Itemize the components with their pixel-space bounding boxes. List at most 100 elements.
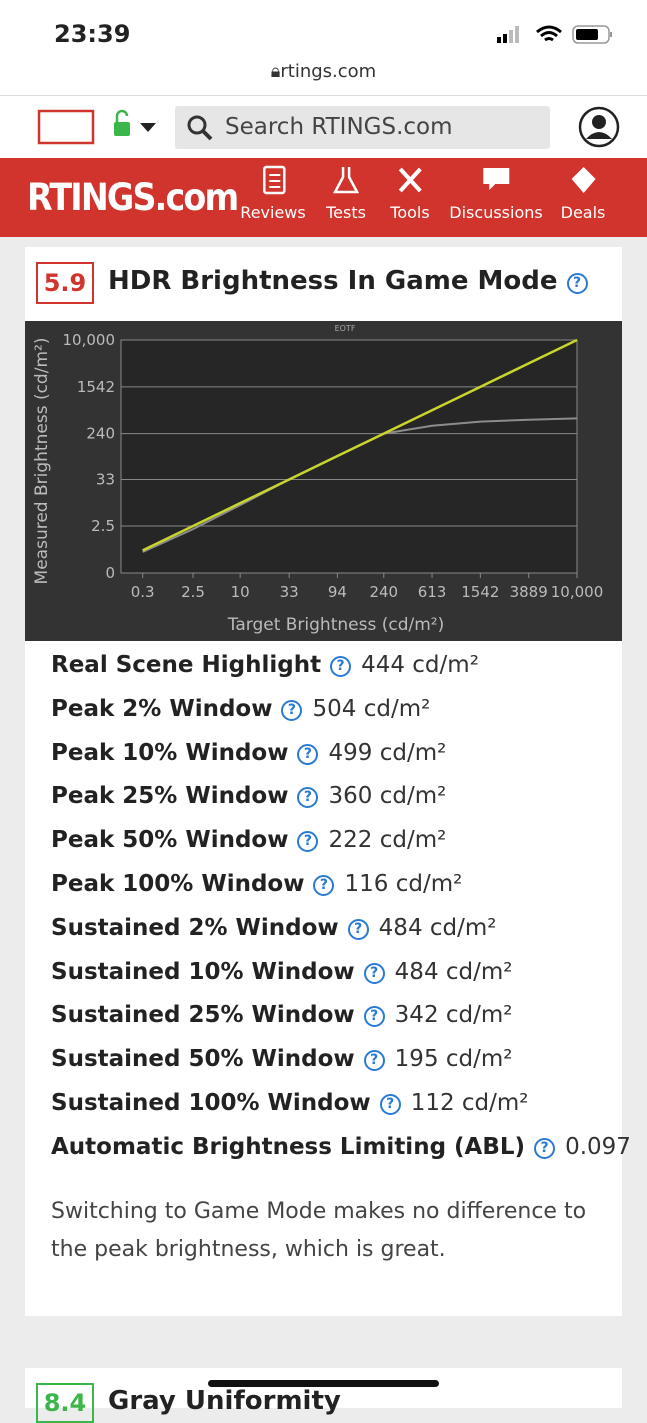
nav-icon (482, 168, 509, 190)
measurement-name: Sustained 10% Window (51, 958, 355, 985)
measurement-value: 484 cd/m² (378, 914, 497, 941)
measurement-row: Real Scene Highlight? 444 cd/m² (51, 652, 479, 678)
measurement-row: Sustained 2% Window? 484 cd/m² (51, 915, 497, 941)
measurement-row: Automatic Brightness Limiting (ABL)? 0.09… (51, 1134, 631, 1160)
x-tick-label: 10 (231, 583, 250, 601)
measurement-name: Peak 25% Window (51, 783, 289, 810)
x-tick-label: 10,000 (551, 583, 604, 601)
measurement-row: Peak 25% Window? 360 cd/m² (51, 783, 446, 809)
x-tick-label: 240 (369, 583, 398, 601)
help-icon[interactable]: ? (534, 1137, 556, 1159)
x-axis-label: Target Brightness (cd/m²) (227, 615, 444, 635)
y-tick-label: 33 (96, 470, 115, 488)
help-icon[interactable]: ? (297, 787, 319, 809)
header: Search RTINGS.com (0, 95, 647, 158)
nav-icon (262, 165, 286, 195)
measurement-row: Peak 100% Window? 116 cd/m² (51, 871, 462, 897)
y-tick-label: 1542 (77, 378, 115, 396)
measurement-name: Automatic Brightness Limiting (ABL) (51, 1133, 526, 1160)
measurement-name: Sustained 50% Window (51, 1046, 355, 1073)
status-icons (497, 25, 612, 44)
measurement-row: Sustained 100% Window? 112 cd/m² (51, 1090, 529, 1116)
measurement-value: 504 cd/m² (312, 695, 431, 722)
y-axis-label: Measured Brightness (cd/m²) (32, 338, 52, 585)
nav-label: Deals (560, 203, 606, 222)
help-icon[interactable]: ? (347, 918, 369, 940)
y-tick-label: 2.5 (91, 517, 115, 535)
score-badge: 5.9 (36, 262, 94, 304)
nav-item[interactable]: Tests (326, 165, 366, 222)
search-placeholder: Search RTINGS.com (225, 114, 453, 140)
x-tick-label: 3889 (510, 583, 548, 601)
y-tick-label: 10,000 (63, 331, 116, 349)
section-title: HDR Brightness In Game Mode (108, 266, 558, 296)
help-icon[interactable]: ? (363, 1006, 385, 1028)
logo[interactable]: RTINGS.com (27, 176, 239, 219)
help-icon[interactable]: ? (363, 1050, 385, 1072)
account-icon[interactable] (577, 105, 621, 149)
measurement-row: Sustained 50% Window? 195 cd/m² (51, 1046, 513, 1072)
help-icon[interactable]: ? (330, 656, 352, 677)
measurement-value: 112 cd/m² (410, 1090, 529, 1116)
measurement-row: Peak 10% Window? 499 cd/m² (51, 740, 446, 766)
nav-item[interactable]: Discussions (449, 165, 543, 222)
help-icon[interactable]: ? (297, 831, 319, 853)
nav-item[interactable]: Reviews (240, 165, 306, 222)
y-tick-label: 0 (105, 564, 115, 582)
measurement-value: 116 cd/m² (344, 871, 463, 897)
measurement-row: Sustained 10% Window? 484 cd/m² (51, 959, 513, 985)
measurement-name: Sustained 25% Window (51, 1002, 355, 1029)
measurement-name: Peak 10% Window (51, 739, 289, 766)
url-bar[interactable]: 🔒︎rtings.com (270, 61, 377, 82)
status-area: 23:39 🔒︎rtings.com (0, 0, 647, 95)
time: 23:39 (54, 20, 131, 48)
measurement-name: Peak 50% Window (51, 827, 289, 854)
measurement-value: 499 cd/m² (328, 739, 447, 766)
eotf-chart: EOTF 0 2.5 33 240 1542 10,000 0.3 2.5 10 33 94 240 61… (25, 321, 622, 641)
x-tick-label: 1542 (461, 583, 499, 601)
y-tick-label: 240 (86, 425, 115, 443)
url: rtings.com (280, 61, 377, 82)
chart-title: EOTF (335, 324, 356, 333)
series-line (142, 338, 578, 552)
measurement-value: 195 cd/m² (394, 1046, 513, 1073)
measurement-value: 0.097 (565, 1133, 631, 1160)
measurement-row: Sustained 25% Window? 342 cd/m² (51, 1002, 513, 1028)
measurement-row: Peak 50% Window? 222 cd/m² (51, 827, 446, 853)
section-title-row: HDR Brightness In Game Mode? (108, 266, 598, 296)
nav-icon (332, 167, 360, 194)
help-icon[interactable]: ? (313, 875, 335, 896)
help-icon[interactable]: ? (281, 699, 303, 721)
search-box[interactable]: Search RTINGS.com (175, 106, 550, 149)
measurement-name: Peak 100% Window (51, 871, 305, 897)
measurement-name: Real Scene Highlight (51, 652, 322, 678)
search-icon (187, 115, 213, 141)
help-icon[interactable]: ? (566, 273, 588, 294)
nav-icon (398, 167, 422, 193)
nav-label: Tests (326, 203, 366, 222)
measurement-value: 444 cd/m² (361, 652, 479, 678)
nav-label: Discussions (449, 203, 543, 222)
measurement-name: Sustained 2% Window (51, 914, 339, 941)
next-score: 8.4 (36, 1383, 94, 1423)
nav-icon (572, 167, 596, 193)
help-icon[interactable]: ? (363, 962, 385, 984)
home-indicator (208, 1380, 439, 1387)
plot-area (120, 339, 578, 574)
measurement-value: 342 cd/m² (394, 1002, 513, 1029)
nav-item[interactable]: Deals (560, 165, 606, 222)
measurement-row: Peak 2% Window? 504 cd/m² (51, 696, 430, 722)
measurement-value: 360 cd/m² (328, 783, 447, 810)
help-icon[interactable]: ? (297, 743, 319, 765)
x-tick-label: 33 (280, 583, 299, 601)
measurement-name: Sustained 100% Window (51, 1090, 371, 1116)
description: Switching to Game Mode makes no differen… (51, 1199, 587, 1262)
measurement-value: 222 cd/m² (328, 827, 447, 854)
help-icon[interactable]: ? (379, 1094, 401, 1115)
measurement-name: Peak 2% Window (51, 695, 273, 722)
header-icons (37, 109, 156, 145)
x-tick-label: 94 (328, 583, 347, 601)
x-tick-label: 613 (418, 583, 447, 601)
nav-item[interactable]: Tools (390, 165, 430, 222)
